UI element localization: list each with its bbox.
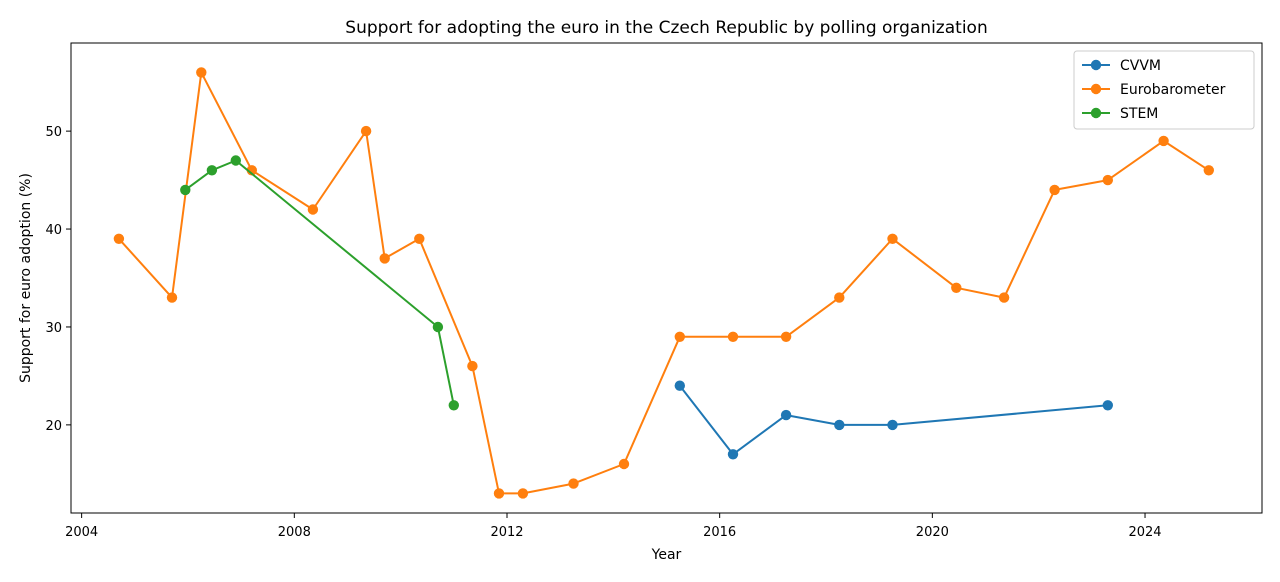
legend-marker-cvvm [1090,59,1102,71]
y-axis-label: Support for euro adoption (%) [18,173,34,383]
series-cvvm [674,380,1114,460]
data-point-eurobarometer [1203,165,1215,176]
legend-label-eurobarometer: Eurobarometer [1120,82,1226,98]
data-point-eurobarometer [998,292,1010,303]
data-point-eurobarometer [780,331,792,342]
data-point-eurobarometer [618,458,630,470]
data-point-cvvm [834,419,845,431]
axes: 2004 2008 2012 2016 2020 2024 20 30 40 50 [45,125,1161,540]
data-point-eurobarometer [467,360,478,372]
legend-item-cvvm: CVVM [1082,58,1161,74]
legend-marker-eurobarometer [1090,83,1102,95]
legend-item-eurobarometer: Eurobarometer [1082,82,1226,98]
x-tick-label: 2024 [1128,525,1161,540]
legend-item-stem: STEM [1082,106,1158,122]
x-tick-label: 2008 [278,525,311,540]
data-point-cvvm [1102,400,1114,411]
data-point-stem [180,184,191,196]
plot-area [113,67,1215,499]
data-point-eurobarometer [951,282,962,293]
series-stem [180,155,459,411]
legend: CVVM Eurobarometer STEM [1073,50,1255,130]
data-point-eurobarometer [379,253,390,264]
data-point-eurobarometer [887,233,898,244]
data-point-eurobarometer [727,331,739,342]
data-point-cvvm [674,380,685,391]
series-line-eurobarometer [118,71,1210,495]
x-tick-label: 2020 [916,525,949,540]
y-tick-label: 50 [45,125,62,140]
y-tick-label: 20 [45,419,62,434]
x-tick-label: 2004 [65,525,98,540]
data-point-cvvm [887,419,898,431]
data-point-eurobarometer [414,233,425,244]
data-point-cvvm [727,449,739,460]
data-point-eurobarometer [1049,184,1060,196]
legend-label-stem: STEM [1120,106,1158,122]
legend-label-cvvm: CVVM [1120,58,1161,74]
data-point-stem [448,400,459,411]
chart-title: Support for adopting the euro in the Cze… [345,18,987,38]
data-point-eurobarometer [246,165,257,176]
data-point-eurobarometer [113,233,125,244]
data-point-eurobarometer [1158,135,1169,147]
series-line-cvvm [679,385,1108,456]
data-point-cvvm [780,409,792,421]
legend-marker-stem [1090,107,1102,119]
y-tick-label: 40 [45,223,62,238]
plot-frame [70,42,1263,514]
data-point-eurobarometer [834,292,845,303]
series-eurobarometer [113,67,1215,499]
x-axis-label: Year [651,547,682,563]
x-tick-label: 2016 [703,525,736,540]
legend-box [1073,50,1255,130]
data-point-eurobarometer [517,488,529,499]
series-line-stem [184,159,455,406]
data-point-eurobarometer [1102,174,1114,186]
x-tick-label: 2012 [490,525,523,540]
data-point-eurobarometer [674,331,685,342]
data-point-stem [230,155,241,166]
data-point-eurobarometer [196,67,207,78]
data-point-eurobarometer [360,125,372,137]
data-point-stem [206,165,218,176]
data-point-eurobarometer [166,292,178,303]
data-point-stem [432,321,444,333]
y-tick-label: 30 [45,321,62,336]
data-point-eurobarometer [568,478,579,489]
data-point-eurobarometer [307,204,319,215]
data-point-eurobarometer [493,488,505,499]
